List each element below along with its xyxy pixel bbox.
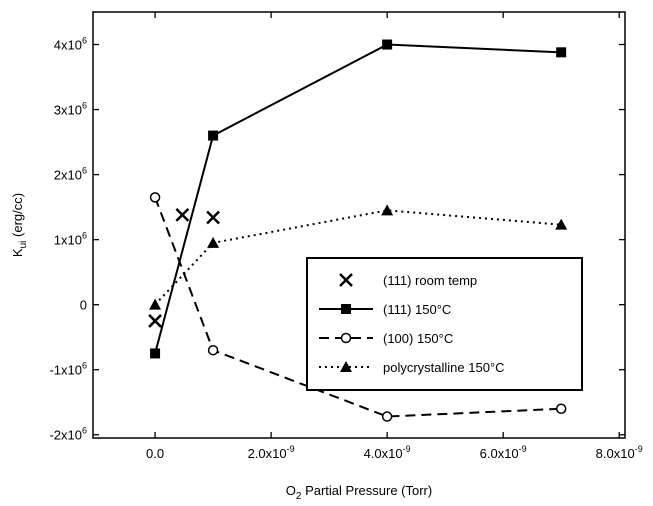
marker	[382, 39, 393, 50]
marker	[556, 47, 567, 58]
legend-label: (111) 150°C	[383, 302, 451, 317]
x-tick-label: 2.0x10-9	[248, 444, 295, 461]
marker	[341, 304, 351, 314]
legend-label: polycrystalline 150°C	[383, 360, 505, 375]
marker	[555, 218, 568, 230]
x-tick-label: 4.0x10-9	[364, 444, 411, 461]
marker	[339, 273, 353, 287]
y-tick-label: 1x106	[54, 231, 87, 248]
marker	[555, 403, 567, 414]
marker	[148, 314, 162, 328]
x-tick-label: 8.0x10-9	[596, 444, 643, 461]
y-tick-label: 3x106	[54, 101, 87, 118]
series-line	[154, 209, 562, 306]
marker	[207, 344, 219, 356]
marker	[175, 208, 190, 222]
marker	[206, 210, 220, 225]
x-axis-label: O2 Partial Pressure (Torr)	[286, 483, 432, 502]
y-tick-label: 2x106	[54, 166, 87, 183]
x-tick-label: 6.0x10-9	[480, 444, 527, 461]
marker	[149, 298, 162, 310]
y-axis-label: Kui (erg/cc)	[10, 193, 29, 257]
y-tick-label: 4x106	[54, 36, 87, 53]
y-tick-label: -1x106	[49, 361, 87, 378]
legend-label: (100) 150°C	[383, 331, 453, 346]
marker	[150, 348, 161, 359]
legend-label: (111) room temp	[383, 273, 477, 288]
marker	[340, 332, 352, 344]
y-tick-label: -2x106	[49, 426, 87, 443]
marker	[340, 361, 352, 372]
marker	[381, 204, 394, 216]
marker	[149, 192, 161, 203]
marker	[381, 411, 393, 422]
marker	[207, 236, 220, 248]
y-tick-label: 0	[80, 298, 87, 313]
legend-box	[306, 257, 583, 391]
plot-frame	[92, 11, 626, 439]
marker	[208, 130, 219, 141]
series-line	[154, 43, 562, 354]
x-tick-label: 0.0	[146, 446, 164, 461]
